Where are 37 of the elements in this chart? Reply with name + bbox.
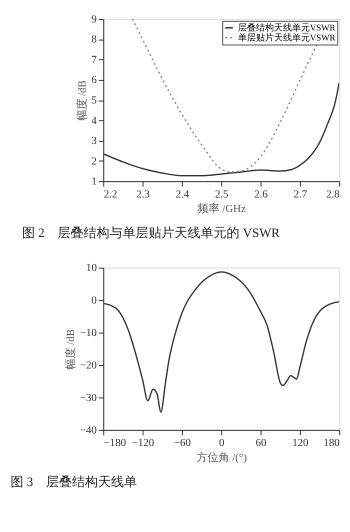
y-tick-label: −20 (80, 359, 97, 372)
x-tick-label: 180 (323, 437, 340, 450)
y-tick-label: 0 (91, 294, 97, 307)
x-axis-title: 频率 /GHz (198, 202, 246, 216)
x-tick-label: 0 (218, 437, 224, 450)
y-tick-label: 2 (91, 155, 97, 168)
y-axis-title: 幅度 /dB (64, 329, 78, 370)
x-tick-label: 2.2 (104, 188, 118, 200)
caption: 图 2 层叠结构与单层贴片天线单元的 VSWR (22, 226, 280, 240)
y-tick-label: −10 (80, 327, 97, 340)
y-tick-label: −30 (80, 392, 97, 404)
y-tick-label: 4 (91, 114, 98, 127)
x-axis-title: 方位角 /(°) (196, 450, 248, 464)
x-tick-label: 120 (292, 437, 308, 450)
caption: 图 3 层叠结构天线单 (10, 474, 138, 489)
y-tick-label: 9 (91, 13, 97, 26)
y-tick-label: 10 (86, 262, 97, 274)
x-tick-label: 2.8 (326, 188, 340, 200)
legend-label: 层叠结构天线单元VSWR (238, 22, 336, 33)
legend-label: 单层贴片天线单元VSWR (238, 32, 336, 43)
x-tick-label: 2.5 (214, 188, 228, 200)
x-tick-label: 2.4 (176, 188, 190, 200)
y-axis-title: 幅度 /dB (76, 80, 89, 121)
y-tick-label: 6 (91, 74, 98, 86)
y-tick-label: 5 (91, 94, 97, 106)
y-tick-label: 1 (91, 176, 97, 188)
x-tick-label: 60 (256, 437, 266, 450)
x-tick-label: 2.6 (254, 188, 268, 200)
y-tick-label: 7 (91, 54, 98, 66)
y-tick-label: −40 (80, 424, 97, 436)
x-tick-label: 2.3 (136, 188, 150, 200)
x-tick-label: −60 (174, 437, 191, 450)
x-tick-label: −180 (104, 437, 126, 450)
x-tick-label: −120 (132, 437, 154, 450)
x-tick-label: 2.7 (294, 188, 308, 200)
y-tick-label: 3 (91, 135, 97, 148)
y-tick-label: 8 (91, 34, 97, 46)
